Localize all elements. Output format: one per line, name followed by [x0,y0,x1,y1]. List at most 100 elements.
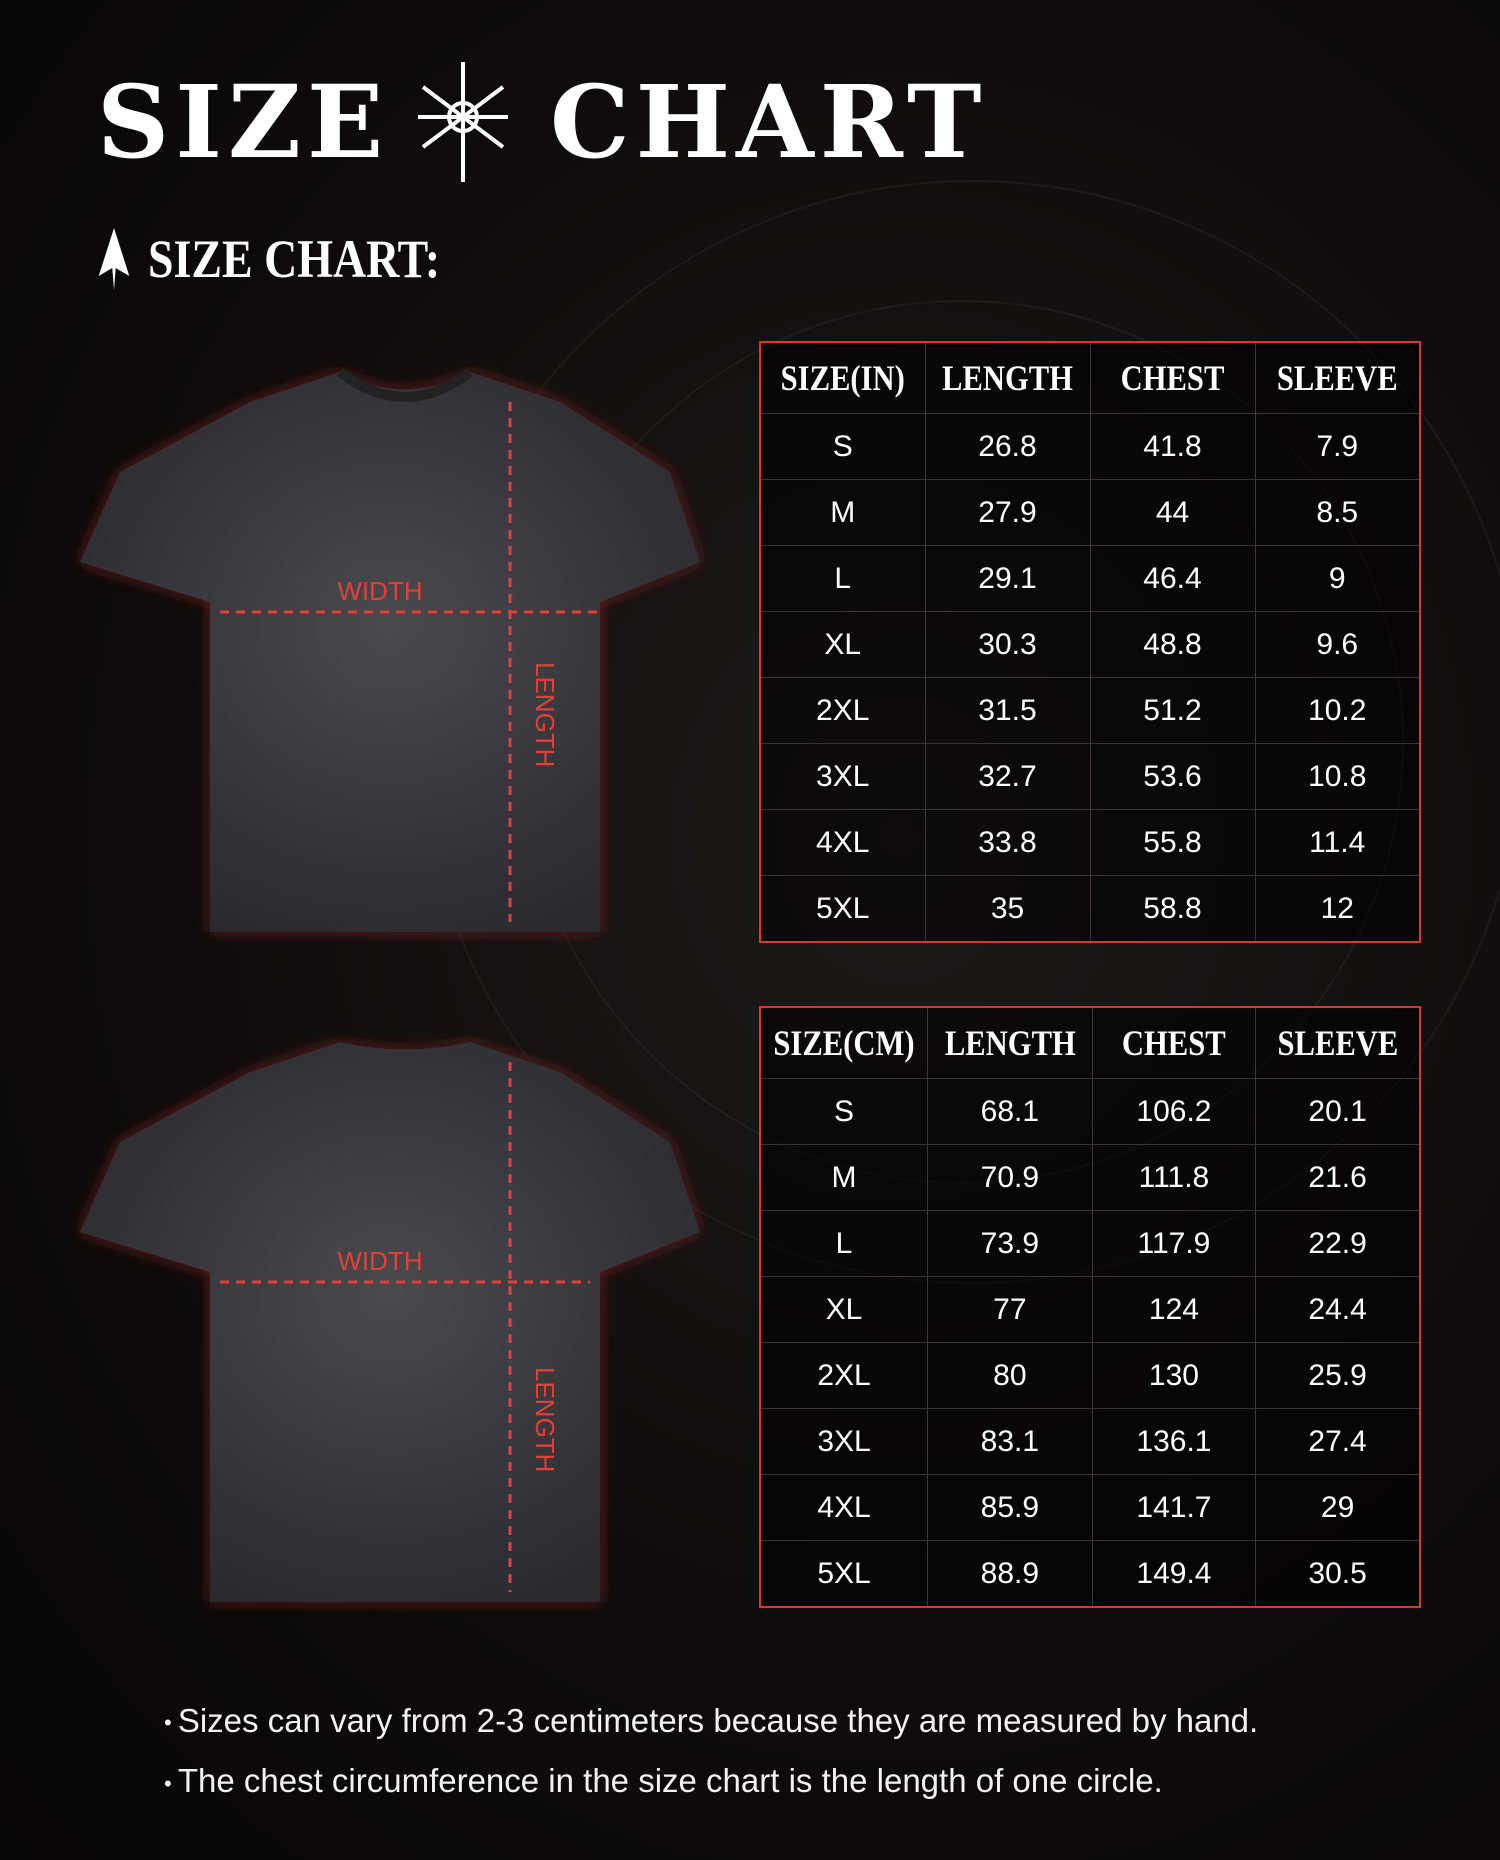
table-cell: 70.9 [927,1144,1093,1211]
column-header: SIZE(IN) [771,341,914,414]
table-cell: XL [759,1276,929,1343]
table-cell: 124 [1091,1276,1257,1343]
table-cell: 73.9 [927,1210,1093,1277]
table-cell: 31.5 [924,677,1091,744]
table-row: 2XL 31.5 51.2 10.2 [759,677,1421,744]
table-cell: 4XL [759,809,926,876]
table-cell: 80 [927,1342,1093,1409]
table-cell: 25.9 [1255,1342,1421,1409]
table-cell: S [759,413,926,480]
table-cell: 3XL [759,743,926,810]
table-cell: 68.1 [927,1078,1093,1145]
title-text: SIZE CHART [97,63,988,181]
table-cell: 55.8 [1089,809,1256,876]
table-cell: 117.9 [1091,1210,1257,1277]
note-item: Sizes can vary from 2-3 centimeters beca… [164,1692,1258,1752]
table-cell: 24.4 [1255,1276,1421,1343]
table-row: 4XL 33.8 55.8 11.4 [759,809,1421,876]
table-cell: 30.5 [1255,1540,1421,1608]
section-heading-text: SIZE CHART: [148,229,441,289]
table-cell: 149.4 [1091,1540,1257,1608]
table-row: XL 77 124 24.4 [759,1276,1421,1343]
table-cell: 27.9 [924,479,1091,546]
table-cell: 12 [1254,875,1421,943]
table-cell: L [759,1210,929,1277]
table-cell: 32.7 [924,743,1091,810]
column-header: LENGTH [939,1006,1081,1079]
table-cell: 35 [924,875,1091,943]
page-title: SIZE CHART SIZE [97,62,987,182]
table-cell: 53.6 [1089,743,1256,810]
table-cell: 106.2 [1091,1078,1257,1145]
table-cell: 44 [1089,479,1256,546]
header-row: SIZE(CM) LENGTH CHEST SLEEVE [760,1006,1420,1079]
table-cell: 83.1 [927,1408,1093,1475]
table-cell: 111.8 [1091,1144,1257,1211]
table-row: M 70.9 111.8 21.6 [759,1144,1421,1211]
table-row: M 27.9 44 8.5 [759,479,1421,546]
table-cell: 11.4 [1254,809,1421,876]
length-label: LENGTH [530,1367,560,1472]
length-label: LENGTH [530,662,560,767]
table-cell: 30.3 [924,611,1091,678]
table-row: S 26.8 41.8 7.9 [759,413,1421,480]
notes: Sizes can vary from 2-3 centimeters beca… [164,1692,1258,1813]
column-header: LENGTH [936,341,1079,414]
table-cell: 10.8 [1254,743,1421,810]
table-cell: 10.2 [1254,677,1421,744]
table-row: 5XL 88.9 149.4 30.5 [759,1540,1421,1608]
table-row: 4XL 85.9 141.7 29 [759,1474,1421,1541]
table-cell: 85.9 [927,1474,1093,1541]
table-cell: 2XL [759,677,926,744]
table-cell: 9.6 [1254,611,1421,678]
table-cell: 3XL [759,1408,929,1475]
table-cell: 8.5 [1254,479,1421,546]
table-cell: 4XL [759,1474,929,1541]
table-cell: 41.8 [1089,413,1256,480]
note-item: The chest circumference in the size char… [164,1752,1258,1812]
table-cell: 141.7 [1091,1474,1257,1541]
arrow-up-icon [98,228,130,290]
table-cell: 130 [1091,1342,1257,1409]
table-cell: 29 [1255,1474,1421,1541]
table-cell: XL [759,611,926,678]
table-cell: 88.9 [927,1540,1093,1608]
table-cell: 22.9 [1255,1210,1421,1277]
table-cell: 46.4 [1089,545,1256,612]
table-row: 5XL 35 58.8 12 [759,875,1421,943]
table-row: L 73.9 117.9 22.9 [759,1210,1421,1277]
table-cell: 5XL [759,1540,929,1608]
table-cell: 77 [927,1276,1093,1343]
table-cell: 51.2 [1089,677,1256,744]
table-row: L 29.1 46.4 9 [759,545,1421,612]
table-cell: 9 [1254,545,1421,612]
size-table-centimeters: SIZE(CM) LENGTH CHEST SLEEVE S 68.1 106.2 20.1 M… [759,1006,1421,1608]
column-header: SLEEVE [1267,1006,1409,1079]
table-row: 3XL 32.7 53.6 10.8 [759,743,1421,810]
table-cell: 2XL [759,1342,929,1409]
column-header: SLEEVE [1266,341,1409,414]
star-emblem-icon [418,62,509,182]
table-cell: 58.8 [1089,875,1256,943]
table-cell: S [759,1078,929,1145]
column-header: CHEST [1104,1006,1244,1079]
table-cell: L [759,545,926,612]
tshirt-front-diagram: WIDTH LENGTH [60,362,750,942]
table-cell: 21.6 [1255,1144,1421,1211]
section-heading: SIZE CHART: [97,228,440,290]
width-label: WIDTH [337,576,422,606]
size-table-inches: SIZE(IN) LENGTH CHEST SLEEVE S 26.8 41.8 7.9 M 27… [759,341,1421,943]
table-cell: 27.4 [1255,1408,1421,1475]
table-row: XL 30.3 48.8 9.6 [759,611,1421,678]
table-cell: 29.1 [924,545,1091,612]
table-row: S 68.1 106.2 20.1 [759,1078,1421,1145]
table-cell: 5XL [759,875,926,943]
table-row: 2XL 80 130 25.9 [759,1342,1421,1409]
table-cell: 136.1 [1091,1408,1257,1475]
table-row: 3XL 83.1 136.1 27.4 [759,1408,1421,1475]
table-cell: 26.8 [924,413,1091,480]
table-cell: 33.8 [924,809,1091,876]
table-cell: 20.1 [1255,1078,1421,1145]
column-header: SIZE(CM) [772,1006,916,1079]
width-label: WIDTH [337,1246,422,1276]
